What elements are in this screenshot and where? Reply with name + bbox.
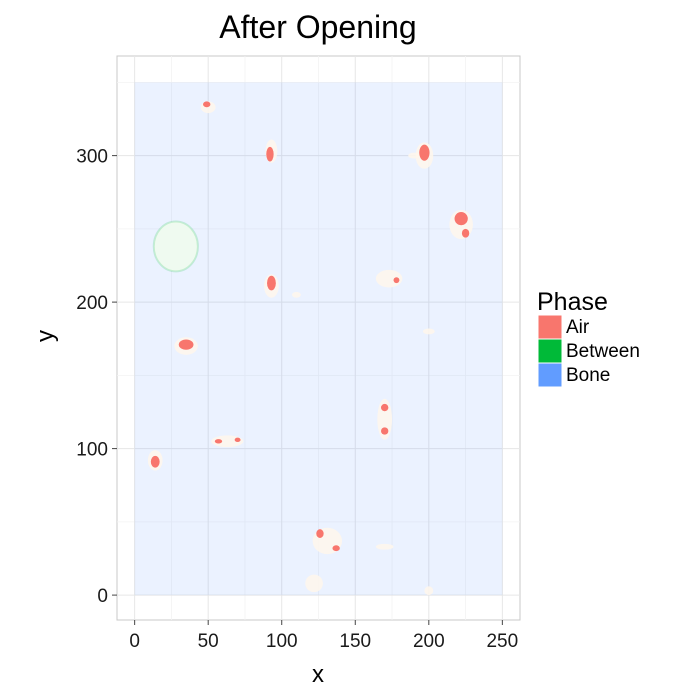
faint-patch — [424, 586, 434, 596]
bone-region — [134, 82, 503, 596]
legend-swatch-air — [537, 314, 563, 340]
air-blob — [393, 277, 400, 284]
air-blob — [381, 403, 389, 412]
faint-patch — [408, 152, 420, 159]
air-blob — [332, 545, 340, 552]
air-blob — [214, 439, 223, 444]
x-tick-label: 50 — [198, 631, 219, 652]
y-tick-label: 300 — [76, 147, 108, 168]
legend-label-bone: Bone — [566, 365, 610, 386]
x-axis-title: x — [312, 661, 324, 688]
y-axis-title: y — [32, 330, 59, 342]
y-tick-label: 0 — [97, 586, 108, 607]
chart-title: After Opening — [219, 9, 416, 45]
x-tick-label: 250 — [486, 631, 518, 652]
air-blob — [266, 146, 274, 162]
plot-panel: 0 50 100 150 200 250 0 100 200 300 — [76, 55, 521, 652]
legend-label-air: Air — [566, 317, 590, 338]
faint-patch — [211, 435, 244, 448]
air-blob — [316, 529, 324, 538]
y-tick-label: 200 — [76, 293, 108, 314]
air-blob — [203, 101, 211, 108]
faint-patch — [422, 328, 435, 335]
x-tick-label: 100 — [266, 631, 298, 652]
legend-title: Phase — [537, 288, 608, 316]
x-tick-label: 0 — [129, 631, 140, 652]
faint-patch — [375, 269, 403, 288]
legend-swatch-between — [537, 338, 563, 364]
air-blob — [234, 437, 241, 443]
air-blob — [381, 427, 389, 435]
faint-patch — [375, 543, 394, 550]
air-blob — [461, 228, 470, 238]
y-tick-label: 100 — [76, 440, 108, 461]
faint-patch — [377, 398, 393, 440]
air-blob — [267, 275, 276, 291]
faint-patch — [305, 574, 323, 593]
legend-swatch-bone — [537, 362, 563, 388]
between-region — [152, 220, 199, 273]
air-blob — [178, 339, 194, 350]
legend-label-between: Between — [566, 341, 640, 362]
air-blob — [419, 144, 430, 161]
air-blob — [454, 212, 468, 226]
air-blob — [150, 455, 160, 468]
faint-patch — [292, 291, 301, 298]
x-tick-label: 200 — [413, 631, 445, 652]
x-tick-label: 150 — [339, 631, 371, 652]
